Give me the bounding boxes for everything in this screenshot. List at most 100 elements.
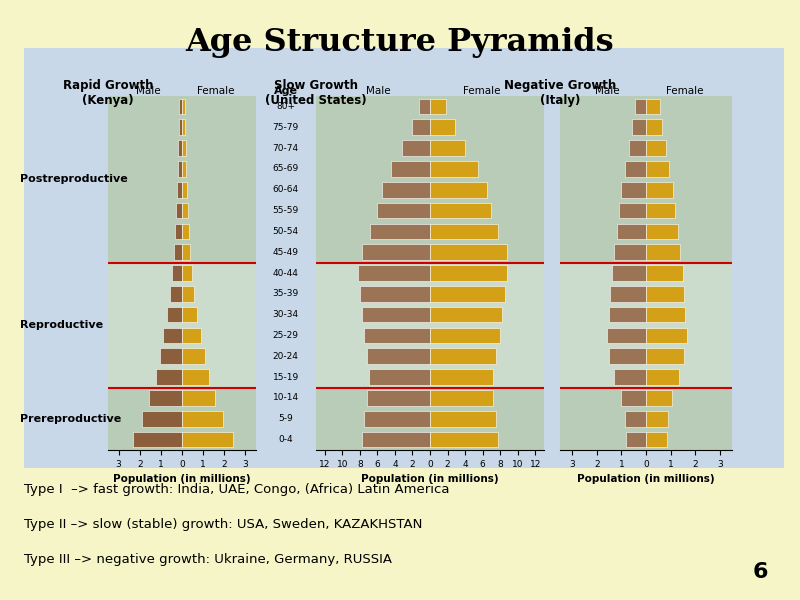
Text: 20-24: 20-24 xyxy=(273,352,298,361)
Bar xyxy=(629,140,646,156)
Text: Negative Growth: Negative Growth xyxy=(504,79,616,92)
Bar xyxy=(625,411,646,427)
Text: 40-44: 40-44 xyxy=(273,269,298,277)
X-axis label: Population (in millions): Population (in millions) xyxy=(577,474,715,484)
Bar xyxy=(646,244,680,260)
Bar xyxy=(646,286,684,302)
Bar xyxy=(382,182,430,197)
Text: (Italy): (Italy) xyxy=(540,94,580,107)
Bar xyxy=(360,286,430,302)
Text: 75-79: 75-79 xyxy=(273,123,298,132)
Bar xyxy=(619,203,646,218)
Bar xyxy=(560,263,732,388)
X-axis label: Population (in millions): Population (in millions) xyxy=(361,474,499,484)
Bar xyxy=(182,349,205,364)
Text: Slow Growth: Slow Growth xyxy=(274,79,358,92)
Text: 25-29: 25-29 xyxy=(273,331,298,340)
Bar xyxy=(617,224,646,239)
Bar xyxy=(609,349,646,364)
Bar xyxy=(646,140,666,156)
Bar xyxy=(364,328,430,343)
Bar xyxy=(430,119,454,135)
Bar xyxy=(174,244,182,260)
Bar xyxy=(134,432,182,448)
Bar xyxy=(142,411,182,427)
Bar xyxy=(430,286,505,302)
Text: 15-19: 15-19 xyxy=(273,373,298,382)
Text: 10-14: 10-14 xyxy=(273,394,298,403)
Text: 6: 6 xyxy=(753,562,768,582)
Text: 5-9: 5-9 xyxy=(278,414,293,423)
Bar xyxy=(430,349,496,364)
Bar xyxy=(178,140,182,156)
Bar xyxy=(369,370,430,385)
Bar xyxy=(610,286,646,302)
Bar xyxy=(160,349,182,364)
Text: 60-64: 60-64 xyxy=(273,185,298,194)
Bar xyxy=(378,203,430,218)
Text: Male: Male xyxy=(595,86,620,96)
Text: 80+: 80+ xyxy=(276,102,295,111)
Bar xyxy=(606,328,646,343)
Bar xyxy=(609,307,646,322)
Bar xyxy=(560,388,732,450)
Bar xyxy=(614,370,646,385)
Text: Type I  –> fast growth: India, UAE, Congo, (Africa) Latin America: Type I –> fast growth: India, UAE, Congo… xyxy=(24,483,450,496)
Bar xyxy=(612,265,646,281)
Bar xyxy=(367,349,430,364)
Bar xyxy=(430,98,446,114)
Bar xyxy=(108,96,256,263)
Bar xyxy=(622,182,646,197)
Text: 45-49: 45-49 xyxy=(273,248,298,257)
Bar xyxy=(646,182,673,197)
Bar xyxy=(150,390,182,406)
Bar xyxy=(390,161,430,176)
Bar xyxy=(167,307,182,322)
Bar xyxy=(316,96,544,263)
Text: Female: Female xyxy=(197,86,234,96)
Bar xyxy=(182,98,185,114)
Text: Female: Female xyxy=(462,86,500,96)
Bar xyxy=(182,390,215,406)
Bar xyxy=(182,203,188,218)
Bar xyxy=(430,224,498,239)
Bar xyxy=(646,370,679,385)
Bar xyxy=(182,140,186,156)
Bar xyxy=(626,432,646,448)
Text: Type II –> slow (stable) growth: USA, Sweden, KAZAKHSTAN: Type II –> slow (stable) growth: USA, Sw… xyxy=(24,518,422,531)
Bar xyxy=(182,328,201,343)
Bar xyxy=(430,265,507,281)
Bar xyxy=(367,390,430,406)
Bar xyxy=(370,224,430,239)
Bar xyxy=(430,244,507,260)
Text: 70-74: 70-74 xyxy=(273,143,298,152)
Text: Male: Male xyxy=(136,86,161,96)
Bar xyxy=(182,286,194,302)
Bar xyxy=(646,224,678,239)
Bar xyxy=(430,203,491,218)
Bar xyxy=(419,98,430,114)
Bar xyxy=(413,119,430,135)
Bar xyxy=(182,265,192,281)
Bar xyxy=(108,263,256,388)
Bar xyxy=(358,265,430,281)
Bar xyxy=(430,328,500,343)
Bar xyxy=(182,244,190,260)
Text: Age: Age xyxy=(274,86,298,96)
Bar xyxy=(560,96,732,263)
Bar xyxy=(182,411,223,427)
Bar xyxy=(635,98,646,114)
Bar xyxy=(646,161,670,176)
Text: (United States): (United States) xyxy=(265,94,367,107)
Bar xyxy=(177,182,182,197)
Bar xyxy=(646,432,667,448)
Bar xyxy=(182,224,189,239)
Bar xyxy=(170,286,182,302)
Bar xyxy=(182,119,185,135)
Bar xyxy=(646,203,675,218)
Text: 50-54: 50-54 xyxy=(273,227,298,236)
Bar xyxy=(430,390,493,406)
Bar xyxy=(646,265,683,281)
Text: Type III –> negative growth: Ukraine, Germany, RUSSIA: Type III –> negative growth: Ukraine, Ge… xyxy=(24,553,392,566)
Text: 35-39: 35-39 xyxy=(273,289,298,298)
